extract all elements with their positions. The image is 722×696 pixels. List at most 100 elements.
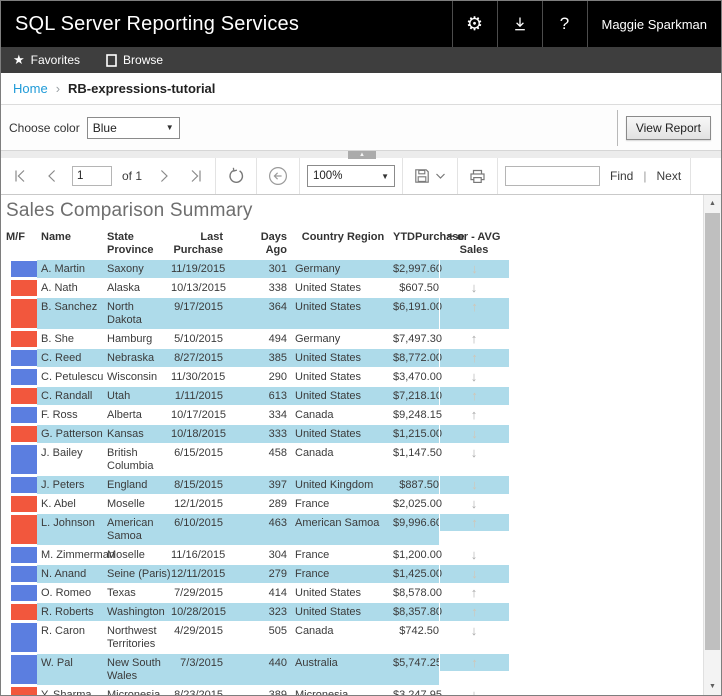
gender-swatch — [11, 687, 37, 695]
print-button[interactable] — [465, 166, 490, 187]
cell-country: France — [295, 549, 330, 561]
trend-arrow-icon: ↓ — [439, 425, 509, 443]
mf-cell — [6, 387, 37, 405]
prev-page-button[interactable] — [40, 166, 64, 186]
mf-cell — [6, 368, 37, 386]
table-row[interactable]: J. Bailey British Columbia 6/15/2015 458… — [6, 444, 703, 476]
table-header-cells: Name State Province Last Purchase Days A… — [37, 231, 509, 257]
table-row[interactable]: W. Pal New South Wales 7/3/2015 440 Aust… — [6, 654, 703, 686]
row-cells: L. Johnson American Samoa 6/10/2015 463 … — [37, 514, 509, 545]
cell-days-ago: 289 — [268, 498, 287, 510]
cell-state: Texas — [107, 587, 136, 599]
cell-ytd: $5,747.25 — [393, 657, 442, 669]
back-to-parent-button[interactable] — [264, 164, 292, 188]
table-row[interactable]: R. Caron Northwest Territories 4/29/2015… — [6, 622, 703, 654]
top-header-bar: SQL Server Reporting Services ⚙ ? Maggie… — [1, 1, 721, 47]
scrollbar-thumb[interactable] — [705, 213, 720, 650]
scroll-up-arrow-icon[interactable]: ▲ — [709, 200, 716, 207]
report-toolbar: of 1 100% ▼ — [1, 158, 721, 195]
breadcrumb-home-link[interactable]: Home — [13, 81, 48, 96]
cell-last-purchase: 10/17/2015 — [171, 409, 227, 421]
table-row[interactable]: A. Nath Alaska 10/13/2015 338 United Sta… — [6, 279, 703, 298]
cell-state: Alberta — [107, 409, 142, 421]
table-row[interactable]: L. Johnson American Samoa 6/10/2015 463 … — [6, 514, 703, 546]
col-header-name: Name — [41, 231, 71, 243]
browse-label: Browse — [123, 53, 164, 67]
row-cells: R. Roberts Washington 10/28/2015 323 Uni… — [37, 603, 509, 621]
back-arrow-circle-icon — [269, 167, 288, 185]
cell-name: W. Pal — [41, 657, 73, 669]
nav-item-browse[interactable]: Browse — [106, 53, 163, 67]
prev-page-icon — [48, 170, 56, 182]
table-row[interactable]: B. She Hamburg 5/10/2015 494 Germany $7,… — [6, 330, 703, 349]
color-select[interactable]: Blue ▼ — [86, 116, 180, 139]
collapse-parameters-handle[interactable]: ▲ — [348, 151, 376, 159]
first-page-icon — [15, 170, 25, 182]
print-group — [458, 158, 497, 194]
cell-name: N. Anand — [41, 568, 87, 580]
trend-arrow-icon: ↓ — [470, 547, 478, 562]
cell-days-ago: 364 — [268, 301, 287, 313]
table-row[interactable]: M. Zimmerman Moselle 11/16/2015 304 Fran… — [6, 546, 703, 565]
row-cells: M. Zimmerman Moselle 11/16/2015 304 Fran… — [37, 546, 509, 564]
cell-ytd: $1,147.50 — [393, 447, 442, 459]
table-row[interactable]: G. Patterson Kansas 10/18/2015 333 Unite… — [6, 425, 703, 444]
toolbar-separator — [497, 158, 499, 194]
cell-name: O. Romeo — [41, 587, 92, 599]
breadcrumb: Home › RB-expressions-tutorial — [1, 73, 721, 105]
gender-swatch — [11, 477, 37, 493]
nav-item-favorites[interactable]: ★ Favorites — [13, 52, 80, 68]
table-row[interactable]: F. Ross Alberta 10/17/2015 334 Canada $9… — [6, 406, 703, 425]
table-row[interactable]: O. Romeo Texas 7/29/2015 414 United Stat… — [6, 584, 703, 603]
gender-swatch — [11, 585, 37, 601]
refresh-button[interactable] — [223, 165, 249, 187]
table-row[interactable]: C. Petulescu Wisconsin 11/30/2015 290 Un… — [6, 368, 703, 387]
table-row[interactable]: R. Roberts Washington 10/28/2015 323 Uni… — [6, 603, 703, 622]
find-text-input[interactable] — [505, 166, 601, 186]
browse-icon — [106, 53, 117, 67]
trend-arrow-icon: ↑ — [439, 298, 509, 329]
cell-state: Northwest Territories — [107, 625, 157, 650]
save-floppy-icon — [415, 169, 429, 183]
zoom-select[interactable]: 100% ▼ — [307, 165, 396, 187]
user-menu[interactable]: Maggie Sparkman — [586, 1, 722, 47]
gender-swatch — [11, 655, 37, 684]
next-page-button[interactable] — [152, 166, 176, 186]
mf-cell — [6, 279, 37, 297]
table-row[interactable]: K. Abel Moselle 12/1/2015 289 France $2,… — [6, 495, 703, 514]
table-row[interactable]: N. Anand Seine (Paris) 12/11/2015 279 Fr… — [6, 565, 703, 584]
cell-country: United States — [295, 352, 362, 364]
settings-button[interactable]: ⚙ — [451, 1, 497, 47]
view-report-button[interactable]: View Report — [625, 115, 711, 140]
star-icon: ★ — [13, 52, 25, 67]
table-row[interactable]: A. Martin Saxony 11/19/2015 301 Germany … — [6, 260, 703, 279]
table-row[interactable]: C. Reed Nebraska 8/27/2015 385 United St… — [6, 349, 703, 368]
table-row[interactable]: C. Randall Utah 1/11/2015 613 United Sta… — [6, 387, 703, 406]
parameter-splitter: ▲ — [1, 150, 721, 159]
cell-ytd: $7,218.10 — [393, 390, 442, 402]
gender-swatch — [11, 369, 37, 385]
refresh-group — [216, 158, 256, 194]
scroll-down-arrow-icon[interactable]: ▼ — [709, 683, 716, 690]
help-button[interactable]: ? — [541, 1, 587, 47]
export-button[interactable] — [410, 166, 450, 186]
col-header-country: Country Region — [301, 231, 385, 243]
first-page-button[interactable] — [8, 166, 32, 186]
cell-ytd: $8,578.00 — [393, 587, 442, 599]
next-link[interactable]: Next — [656, 169, 682, 183]
cell-country: United States — [295, 428, 362, 440]
toolbar-separator — [215, 158, 217, 194]
gender-swatch — [11, 445, 37, 474]
last-page-button[interactable] — [184, 166, 208, 186]
table-row[interactable]: J. Peters England 8/15/2015 397 United K… — [6, 476, 703, 495]
cell-last-purchase: 11/16/2015 — [171, 549, 226, 561]
find-link[interactable]: Find — [610, 169, 634, 183]
table-row[interactable]: Y. Sharma Micronesia 8/23/2015 389 Micro… — [6, 686, 703, 695]
download-button[interactable] — [496, 1, 542, 47]
col-header-ytd: YTDPurchase — [393, 231, 465, 243]
page-number-input[interactable] — [72, 166, 112, 186]
vertical-scrollbar[interactable]: ▲ ▼ — [703, 195, 721, 695]
table-row[interactable]: B. Sanchez North Dakota 9/17/2015 364 Un… — [6, 298, 703, 330]
cell-name: F. Ross — [41, 409, 78, 421]
row-cells: C. Randall Utah 1/11/2015 613 United Sta… — [37, 387, 509, 405]
